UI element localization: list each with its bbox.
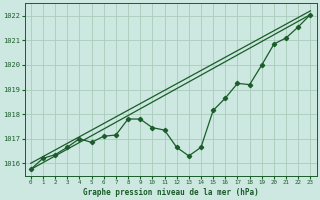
X-axis label: Graphe pression niveau de la mer (hPa): Graphe pression niveau de la mer (hPa) [83, 188, 259, 197]
